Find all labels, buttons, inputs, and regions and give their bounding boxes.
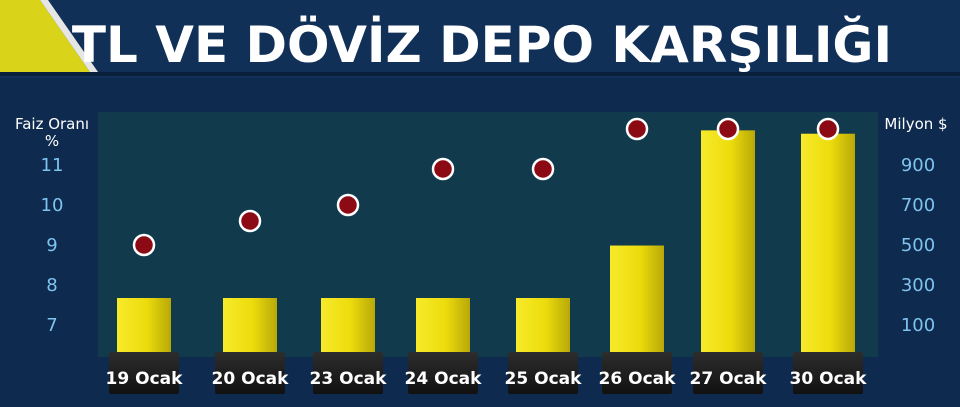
category-label-bg (793, 352, 863, 394)
category-label-bg (313, 352, 383, 394)
bars (117, 130, 855, 354)
category-label-bg (508, 352, 578, 394)
bar (701, 130, 755, 354)
right-tick-label: 500 (901, 235, 935, 256)
chart-title: TL VE DÖVİZ DEPO KARŞILIĞI (72, 15, 892, 74)
bar (516, 298, 570, 354)
left-tick-label: 7 (46, 315, 57, 336)
left-axis-label: Faiz Oranı (15, 115, 89, 133)
right-tick-label: 100 (901, 315, 935, 336)
header-divider (0, 72, 960, 76)
bar (321, 298, 375, 354)
category-label-bg (109, 352, 179, 394)
rate-dot (132, 233, 156, 257)
rate-dot (625, 117, 649, 141)
right-tick-label: 900 (901, 155, 935, 176)
header-stripe (40, 0, 98, 72)
right-tick-label: 300 (901, 275, 935, 296)
left-axis-unit: % (45, 132, 59, 150)
category-label: 25 Ocak (505, 369, 583, 389)
header-accent (0, 0, 90, 72)
bar (117, 298, 171, 354)
category-labels: 19 Ocak 20 Ocak 23 Ocak 24 Ocak 25 Ocak 26 Oc… (106, 352, 868, 394)
category-label: 30 Ocak (790, 369, 868, 389)
left-tick-label: 10 (41, 195, 64, 216)
left-tick-label: 11 (41, 155, 64, 176)
header-band (0, 0, 960, 78)
plot-area (98, 112, 878, 357)
category-label: 23 Ocak (310, 369, 388, 389)
right-axis-ticks: 100 300 500 700 900 (901, 155, 935, 336)
category-label: 27 Ocak (690, 369, 768, 389)
category-label: 26 Ocak (599, 369, 677, 389)
rate-dot (431, 157, 455, 181)
rate-dot (816, 117, 840, 141)
right-axis-label: Milyon $ (884, 115, 947, 133)
rate-dot (238, 209, 262, 233)
bar (223, 298, 277, 354)
rate-dot (336, 193, 360, 217)
bar (416, 298, 470, 354)
category-label: 20 Ocak (212, 369, 290, 389)
right-tick-label: 700 (901, 195, 935, 216)
bar (801, 133, 855, 354)
rate-dot (531, 157, 555, 181)
bar (610, 245, 664, 354)
left-tick-label: 8 (46, 275, 57, 296)
category-label: 24 Ocak (405, 369, 483, 389)
rate-dots (132, 117, 840, 257)
category-label-bg (408, 352, 478, 394)
category-label-bg (693, 352, 763, 394)
left-axis-ticks: 7 8 9 10 11 (41, 155, 64, 336)
category-label: 19 Ocak (106, 369, 184, 389)
category-label-bg (602, 352, 672, 394)
category-label-bg (215, 352, 285, 394)
left-tick-label: 9 (46, 235, 57, 256)
rate-dot (716, 117, 740, 141)
